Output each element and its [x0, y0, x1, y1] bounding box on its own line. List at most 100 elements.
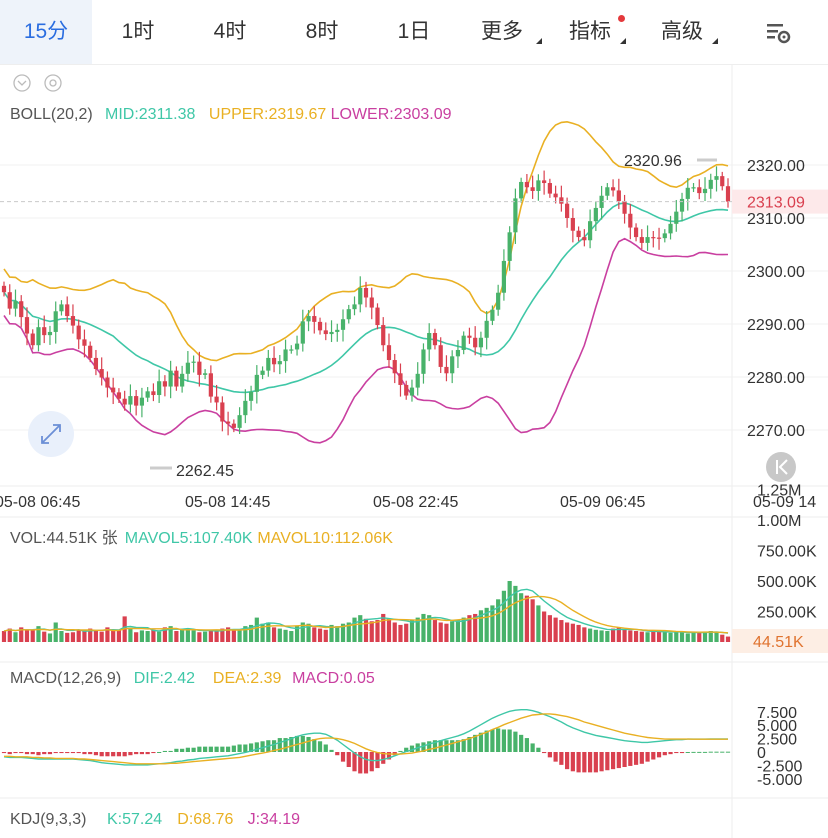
- macd-label: MACD(12,26,9): [10, 670, 121, 687]
- candle: [220, 402, 225, 422]
- macd-bar: [427, 741, 432, 752]
- volume-bar: [553, 617, 558, 642]
- volume-bar: [76, 629, 81, 642]
- macd-axis-label: 7.500: [757, 705, 797, 722]
- candle: [381, 325, 386, 346]
- macd-bar: [662, 752, 667, 756]
- tab-more[interactable]: 更多: [460, 0, 544, 64]
- macd-bar: [501, 729, 507, 752]
- volume-bar: [65, 632, 70, 642]
- boll-mid-line: [3, 202, 729, 394]
- tab-indicators[interactable]: 指标: [552, 0, 628, 64]
- macd-bar: [306, 736, 311, 752]
- tab-8h[interactable]: 8时: [305, 20, 339, 43]
- time-axis-label: 05-08 14:45: [185, 494, 271, 511]
- candle: [312, 316, 317, 322]
- macd-dea-line: [4, 713, 728, 765]
- macd-bar: [99, 752, 104, 757]
- macd-bar: [289, 736, 294, 752]
- macd-bar: [203, 746, 208, 752]
- volume-bar: [335, 626, 340, 642]
- volume-bar: [266, 622, 271, 642]
- macd-bar: [162, 750, 167, 752]
- volume-bar: [478, 610, 484, 642]
- macd-bar: [82, 752, 87, 755]
- volume-bar: [582, 627, 587, 642]
- tab-1d[interactable]: 1日: [397, 20, 431, 43]
- volume-bar: [507, 581, 512, 642]
- macd-bar: [455, 740, 461, 752]
- time-axis-label: 05-09 06:45: [560, 494, 646, 511]
- volume-bar: [254, 617, 259, 642]
- volume-bar: [685, 633, 690, 642]
- candle: [30, 333, 35, 346]
- candle: [289, 349, 294, 351]
- macd-bar: [553, 752, 558, 762]
- candle: [473, 337, 478, 348]
- volume-bar: [237, 629, 242, 642]
- macd-bar: [559, 752, 564, 765]
- macd-bar: [271, 740, 277, 752]
- candle: [421, 349, 426, 374]
- candle: [691, 187, 696, 189]
- macd-bar: [340, 752, 346, 762]
- macd-bar: [13, 752, 18, 754]
- macd-bar: [507, 729, 512, 752]
- macd-bar: [691, 751, 696, 753]
- volume-bar: [547, 615, 552, 642]
- volume-bar: [455, 620, 461, 642]
- kdj-label: KDJ(9,3,3): [10, 811, 86, 828]
- tab-15m[interactable]: 15分: [0, 0, 92, 64]
- collapse-icon[interactable]: [13, 74, 31, 92]
- macd-bar: [93, 752, 99, 756]
- volume-bar: [174, 631, 179, 642]
- volume-bar: [415, 617, 420, 642]
- candle: [7, 292, 12, 309]
- macd-bar: [484, 730, 489, 752]
- macd-bar: [329, 749, 334, 752]
- candle: [329, 331, 334, 335]
- volume-bar: [674, 631, 679, 642]
- macd-bar: [519, 734, 524, 752]
- candle: [59, 304, 64, 312]
- tab-advanced[interactable]: 高级: [644, 0, 720, 64]
- tab-1h[interactable]: 1时: [121, 20, 155, 43]
- volume-bar: [501, 590, 507, 642]
- volume-bar: [639, 631, 644, 642]
- timeframe-tabbar: 15分 1时 4时 8时 1日 更多 指标 高级: [0, 0, 828, 65]
- tab-4h[interactable]: 4时: [213, 20, 247, 43]
- macd-bar: [151, 752, 156, 754]
- indicator-settings-icon[interactable]: [44, 74, 62, 92]
- candle: [547, 183, 552, 194]
- candle: [105, 377, 110, 388]
- volume-bar: [610, 628, 616, 642]
- kdj-j-value: J:34.19: [248, 811, 301, 828]
- volume-bar: [375, 620, 380, 642]
- price-axis-label: 2290.00: [747, 317, 805, 334]
- volume-axis-label: 750.00K: [757, 544, 817, 561]
- macd-hist-value: MACD:0.05: [292, 670, 375, 687]
- candle: [139, 397, 145, 406]
- macd-bar: [363, 752, 369, 774]
- macd-bar: [565, 752, 570, 770]
- expand-icon: [41, 424, 61, 444]
- candle: [145, 391, 150, 398]
- volume-bar: [645, 632, 650, 642]
- volume-bar: [53, 622, 58, 642]
- macd-bar: [47, 752, 53, 755]
- price-axis-label: 2320.00: [747, 158, 805, 175]
- chart-settings-icon[interactable]: [756, 18, 800, 48]
- candle: [720, 176, 725, 187]
- macd-bar: [225, 746, 231, 752]
- macd-bar: [237, 744, 242, 752]
- volume-bar: [565, 622, 570, 642]
- candle: [363, 287, 369, 298]
- high-price-label: 2320.96: [624, 153, 682, 170]
- macd-bar: [547, 752, 552, 758]
- macd-bar: [24, 752, 30, 755]
- volume-bar: [633, 631, 639, 642]
- candle: [317, 321, 323, 331]
- macd-bar: [19, 752, 24, 754]
- candle: [616, 190, 621, 202]
